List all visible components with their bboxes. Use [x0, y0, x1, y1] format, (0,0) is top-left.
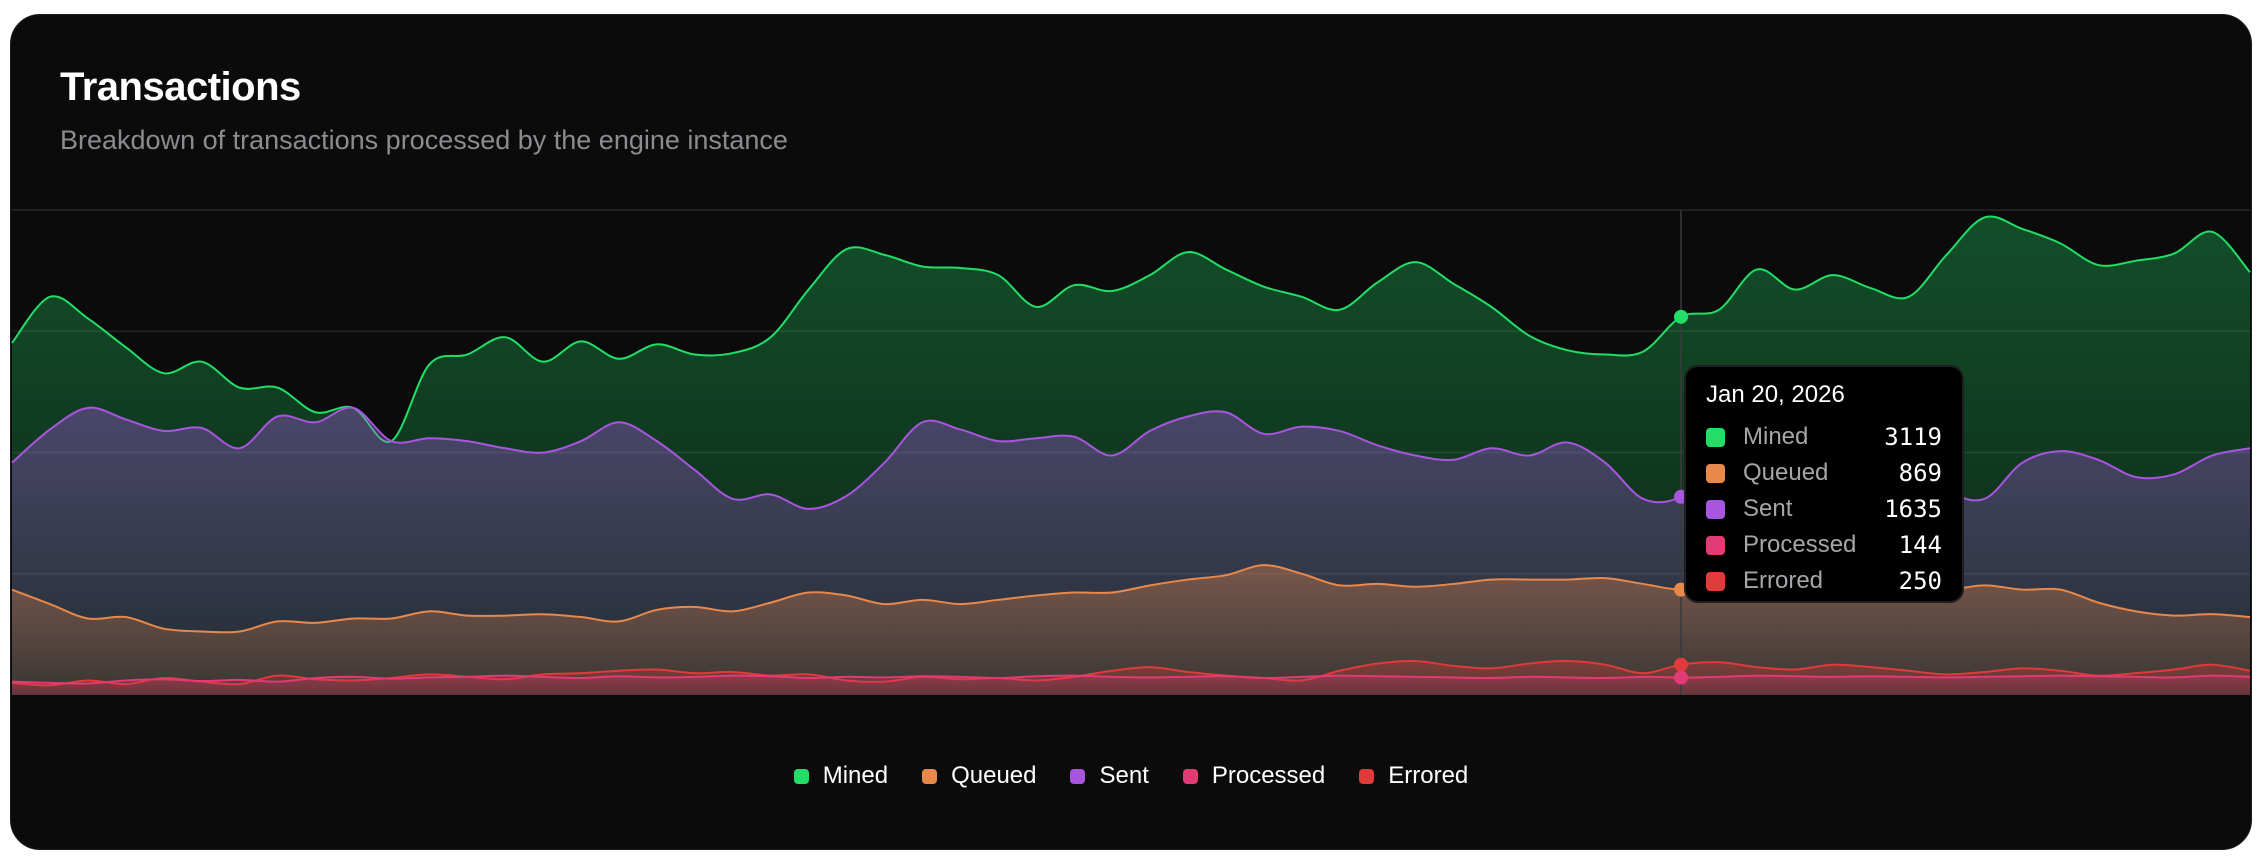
chart-legend: Mined Queued Sent Processed Errored	[0, 762, 2262, 790]
sent-swatch-icon	[1706, 499, 1725, 519]
legend-item-processed[interactable]: Processed	[1182, 762, 1326, 790]
processed-area	[12, 675, 2250, 695]
queued-swatch-icon	[922, 768, 938, 784]
tooltip-value: 250	[1898, 567, 1942, 595]
tooltip-label: Processed	[1743, 531, 1857, 558]
mined-swatch-icon	[1706, 427, 1725, 447]
legend-item-mined[interactable]: Mined	[793, 762, 889, 790]
legend-label: Processed	[1211, 762, 1326, 789]
mined-swatch-icon	[793, 768, 809, 784]
tooltip-label: Errored	[1743, 567, 1824, 594]
errored-swatch-icon	[1359, 768, 1375, 784]
card-title: Transactions	[60, 65, 301, 109]
tooltip-label: Sent	[1743, 495, 1793, 522]
queued-swatch-icon	[1706, 463, 1725, 483]
legend-label: Mined	[822, 762, 889, 789]
tooltip-row-errored: Errored 250	[1706, 563, 1942, 599]
tooltip-label: Mined	[1743, 423, 1809, 450]
processed-swatch-icon	[1182, 768, 1198, 784]
tooltip-row-queued: Queued 869	[1706, 455, 1942, 491]
processed-line	[11, 674, 2251, 685]
legend-item-sent[interactable]: Sent	[1070, 762, 1149, 790]
tooltip-row-processed: Processed 144	[1706, 527, 1942, 563]
card-subtitle: Breakdown of transactions processed by t…	[60, 125, 788, 155]
legend-label: Errored	[1388, 762, 1469, 789]
tooltip-date: Jan 20, 2026	[1706, 381, 1845, 408]
legend-label: Sent	[1099, 762, 1149, 789]
tooltip-value: 3119	[1884, 423, 1942, 451]
processed-swatch-icon	[1706, 535, 1725, 555]
chart-tooltip: Jan 20, 2026 Mined 3119 Queued 869 Sent …	[1684, 365, 1964, 603]
errored-swatch-icon	[1706, 571, 1725, 591]
tooltip-value: 869	[1898, 459, 1942, 487]
legend-item-errored[interactable]: Errored	[1359, 762, 1468, 790]
tooltip-label: Queued	[1743, 459, 1829, 486]
processed-hover-dot	[1674, 670, 1689, 685]
tooltip-value: 144	[1898, 531, 1942, 559]
legend-item-queued[interactable]: Queued	[922, 762, 1036, 790]
tooltip-row-sent: Sent 1635	[1706, 491, 1942, 527]
legend-label: Queued	[951, 762, 1037, 789]
sent-swatch-icon	[1070, 768, 1086, 784]
mined-hover-dot	[1674, 309, 1689, 324]
errored-hover-dot	[1674, 657, 1689, 672]
tooltip-value: 1635	[1884, 495, 1942, 523]
tooltip-row-mined: Mined 3119	[1706, 419, 1942, 455]
